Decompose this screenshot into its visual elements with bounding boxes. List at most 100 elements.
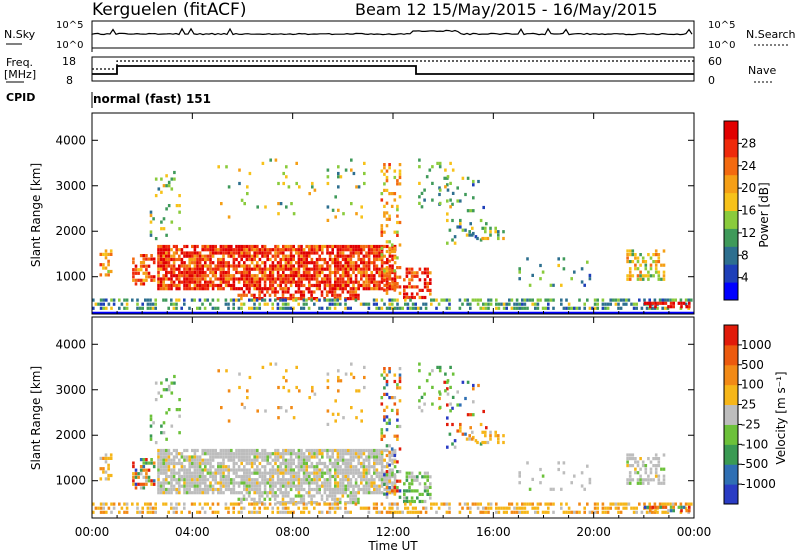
velocity-cell — [396, 412, 399, 416]
velocity-cell — [157, 491, 160, 495]
velocity-cell — [289, 501, 293, 505]
power-cell — [323, 257, 327, 262]
power-cell — [196, 287, 199, 291]
velocity-cell — [393, 373, 397, 377]
power-cell — [266, 287, 269, 291]
power-cell — [297, 283, 301, 288]
power-cell — [203, 306, 207, 310]
power-cell — [284, 248, 288, 252]
power-cell — [222, 264, 225, 268]
velocity-cell — [643, 505, 647, 509]
velocity-cell — [302, 494, 306, 498]
velocity-cell — [248, 491, 251, 495]
velocity-cell — [341, 452, 345, 456]
velocity-cell — [513, 506, 516, 510]
velocity-cell — [375, 484, 379, 488]
power-cell — [292, 244, 295, 249]
velocity-cell — [383, 478, 386, 482]
velocity-cell — [211, 465, 215, 469]
power-cell — [634, 267, 637, 271]
power-cell — [444, 168, 447, 172]
power-cell — [365, 251, 368, 255]
velocity-cell — [125, 506, 129, 510]
velocity-cell — [344, 484, 347, 488]
velocity-cell — [347, 461, 350, 466]
power-cell — [410, 278, 414, 282]
velocity-cell — [352, 471, 355, 475]
velocity-cell — [367, 452, 371, 456]
power-cell — [365, 287, 368, 291]
velocity-cell — [318, 510, 321, 514]
power-cell — [263, 293, 267, 297]
velocity-cell — [263, 491, 267, 495]
power-cell — [373, 283, 376, 288]
velocity-cell — [305, 461, 308, 466]
power-cell — [264, 205, 267, 209]
power-cell — [347, 274, 350, 278]
power-cell — [196, 251, 199, 255]
power-cell — [651, 301, 655, 305]
power-cell — [183, 283, 186, 288]
velocity-cell — [315, 481, 319, 485]
power-cell — [170, 267, 173, 271]
velocity-cell — [652, 478, 655, 482]
velocity-cell — [331, 448, 334, 453]
velocity-cell — [266, 452, 269, 456]
velocity-cell — [388, 486, 391, 490]
velocity-cell — [178, 474, 181, 479]
power-cell — [315, 277, 319, 281]
power-cell — [188, 257, 191, 262]
velocity-cell — [526, 461, 529, 465]
power-cell — [609, 298, 612, 302]
velocity-cell — [211, 491, 215, 495]
velocity-cell — [636, 478, 640, 482]
velocity-cell — [547, 510, 550, 514]
power-cell — [360, 270, 363, 275]
colorbar-swatch — [724, 424, 738, 445]
velocity-cell — [300, 461, 303, 466]
velocity-cell — [248, 481, 251, 485]
colorbar-tick-label: -25 — [741, 417, 761, 431]
velocity-cell — [328, 481, 332, 485]
velocity-cell — [508, 506, 511, 510]
velocity-cell — [505, 510, 508, 514]
velocity-cell — [240, 481, 243, 485]
velocity-cell — [328, 461, 332, 466]
velocity-cell — [297, 452, 301, 456]
velocity-cell — [271, 468, 275, 472]
velocity-cell — [380, 373, 384, 377]
velocity-cell — [198, 468, 202, 472]
velocity-cell — [248, 510, 251, 514]
velocity-cell — [416, 489, 419, 493]
velocity-cell — [274, 468, 277, 472]
velocity-cell — [261, 452, 264, 456]
power-cell — [206, 298, 209, 302]
power-cell — [349, 254, 353, 258]
power-cell — [388, 270, 392, 275]
power-cell — [360, 248, 363, 252]
velocity-cell — [383, 487, 386, 492]
velocity-cell — [118, 510, 121, 514]
power-cell — [170, 177, 174, 181]
power-cell — [196, 261, 199, 265]
velocity-cell — [196, 468, 199, 472]
velocity-cell — [383, 376, 386, 380]
velocity-cell — [193, 478, 197, 482]
power-cell — [652, 253, 655, 257]
velocity-cell — [104, 460, 108, 464]
power-cell — [123, 306, 126, 310]
velocity-cell — [484, 506, 488, 510]
velocity-cell — [396, 510, 399, 514]
power-cell — [390, 192, 394, 196]
velocity-cell — [287, 465, 290, 469]
velocity-cell — [123, 502, 126, 506]
power-cell — [482, 302, 485, 306]
velocity-cell — [185, 474, 189, 479]
power-cell — [352, 244, 355, 249]
velocity-cell — [305, 481, 308, 485]
velocity-cell — [391, 502, 394, 506]
power-cell — [297, 280, 301, 284]
velocity-cell — [295, 365, 298, 369]
power-cell — [357, 257, 360, 262]
power-cell — [352, 283, 355, 288]
